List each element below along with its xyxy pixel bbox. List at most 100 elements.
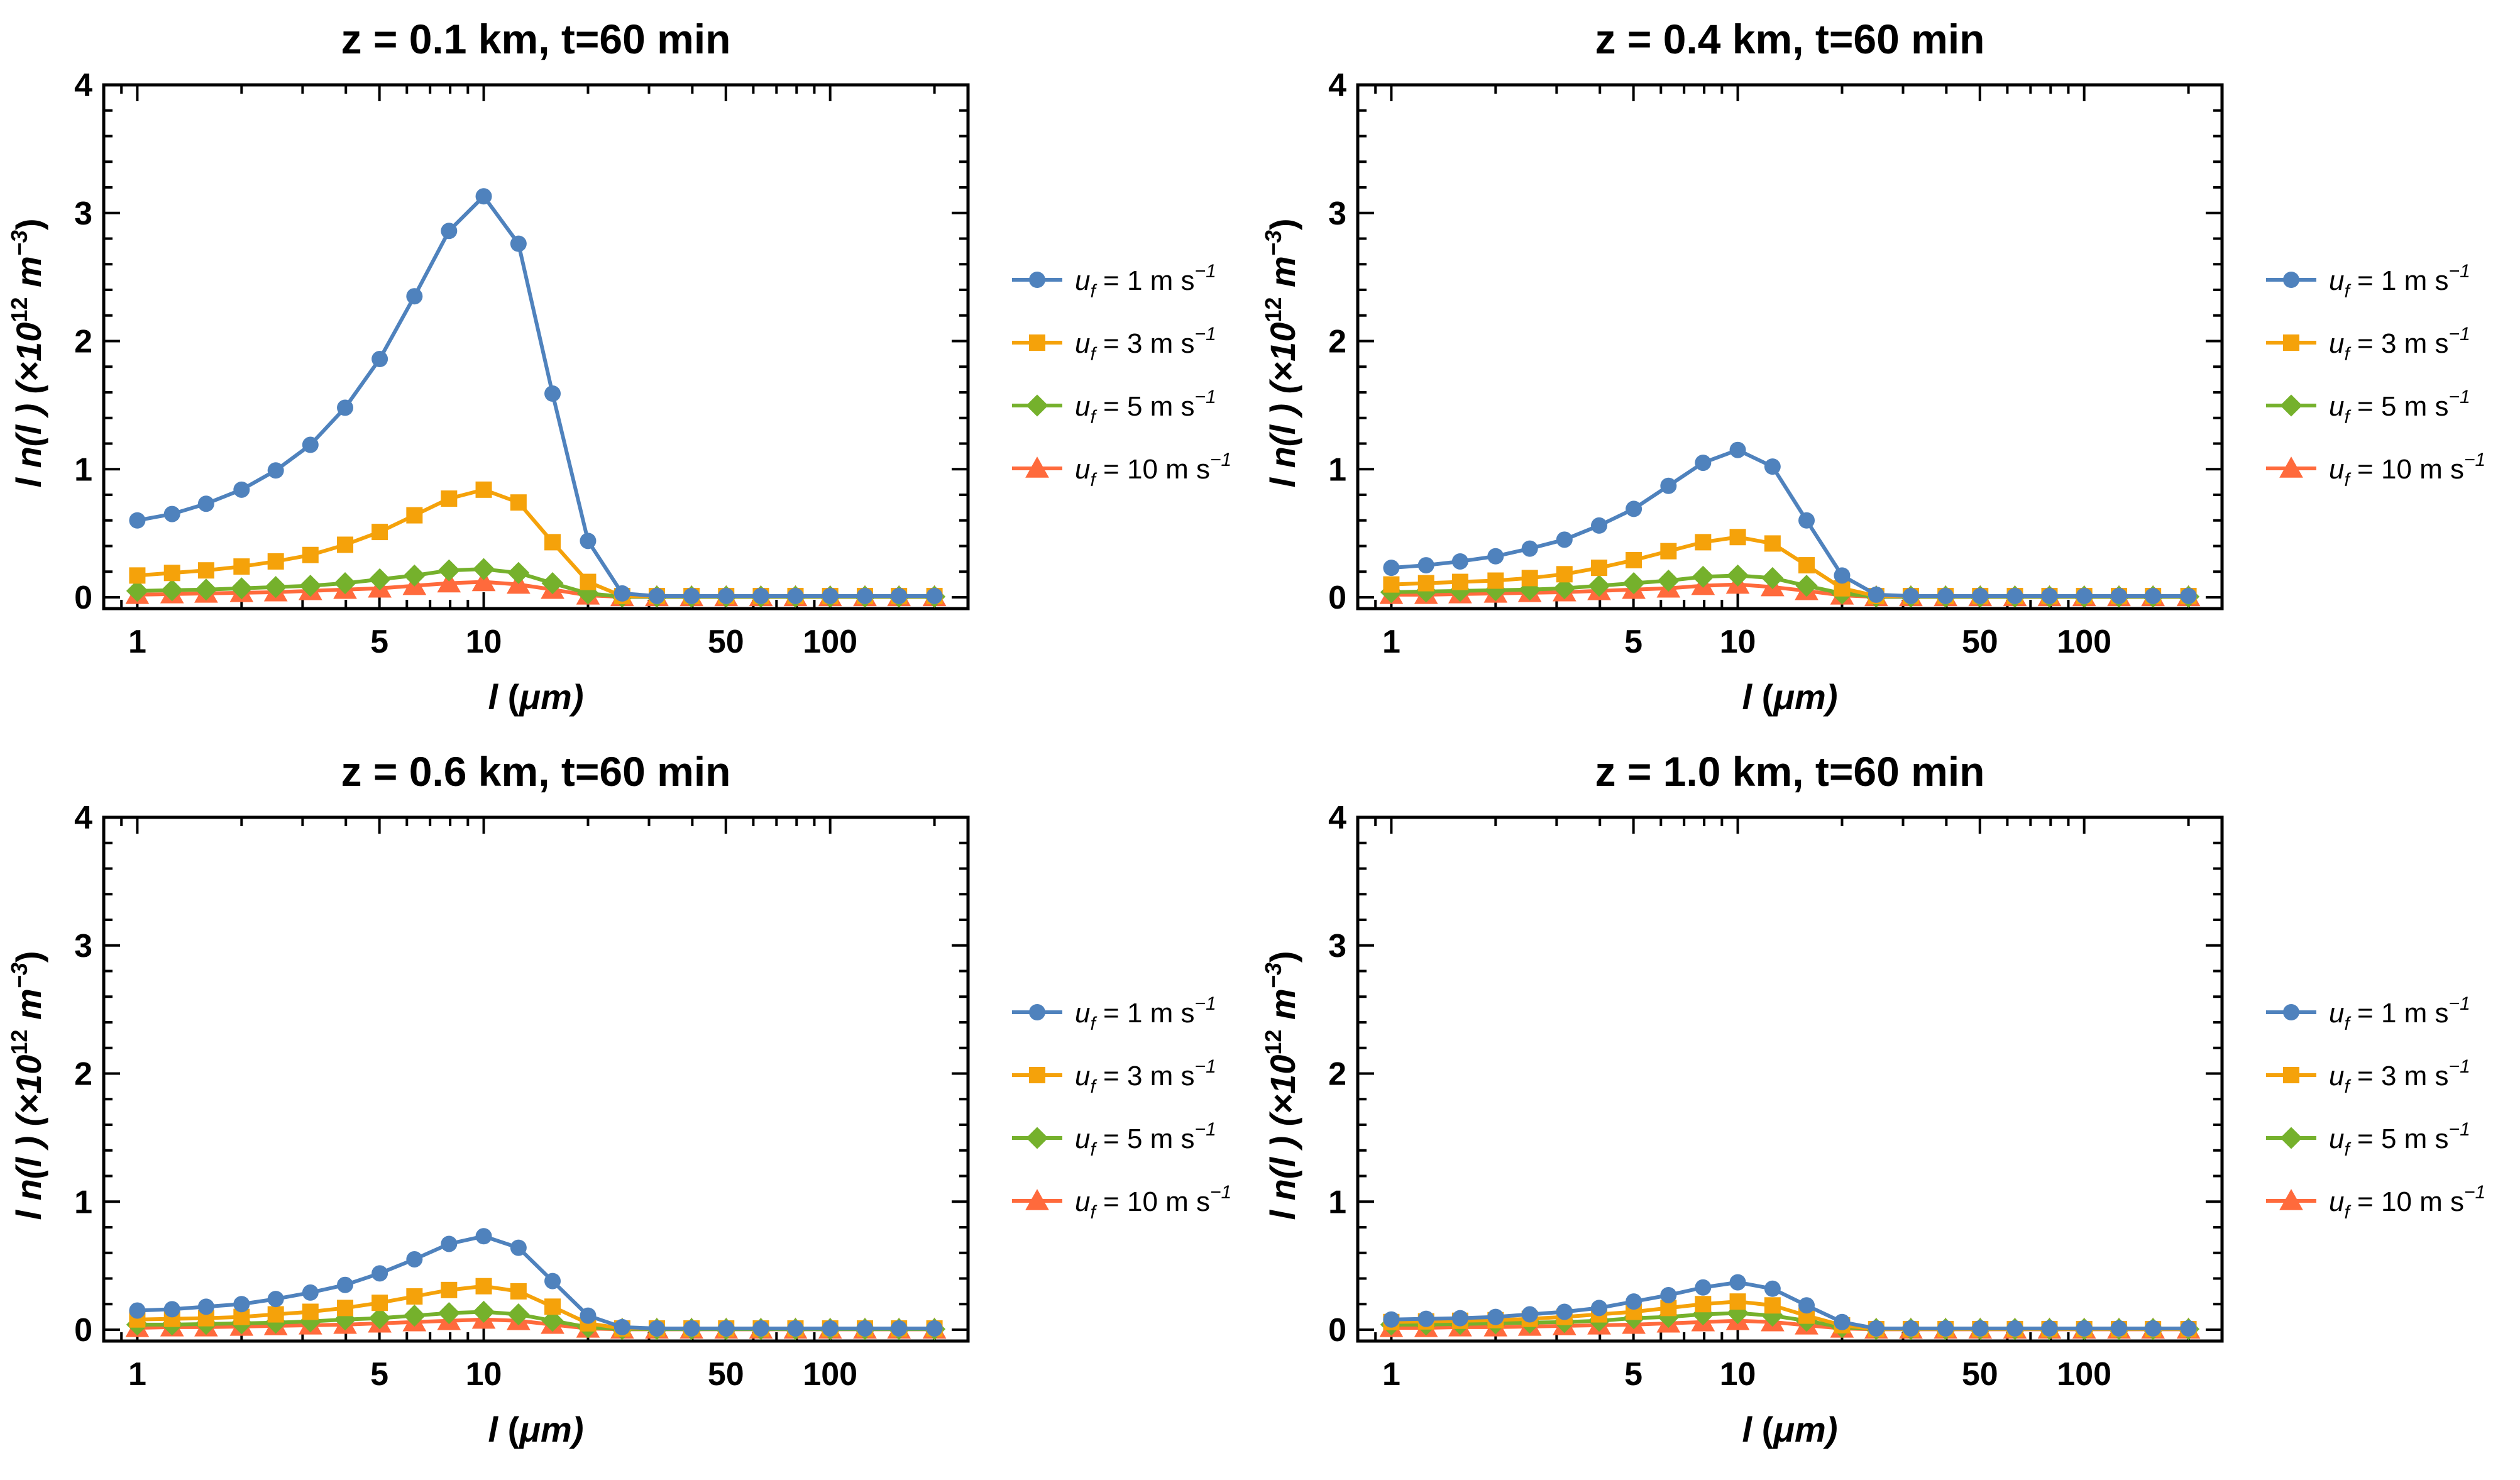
y-axis-label: l n(l ) (×1012 m−3) — [1260, 951, 1302, 1220]
data-point — [926, 587, 943, 604]
x-axis-label: l (μm) — [1742, 1410, 1837, 1449]
y-tick-label: 2 — [74, 1056, 92, 1093]
x-tick-label: 100 — [2057, 624, 2111, 660]
y-tick-label: 3 — [1328, 928, 1346, 964]
data-point — [406, 507, 423, 524]
data-point — [1726, 564, 1749, 587]
data-point — [1451, 553, 1468, 570]
data-point — [267, 1306, 284, 1323]
legend-marker — [2279, 456, 2303, 478]
data-point — [1937, 1320, 1954, 1337]
data-point — [2076, 1320, 2093, 1337]
data-point — [1695, 534, 1712, 551]
x-tick-label: 50 — [708, 1356, 744, 1393]
y-tick-label: 0 — [1328, 1312, 1346, 1349]
data-point — [752, 587, 769, 604]
data-point — [2041, 1320, 2058, 1337]
data-point — [1556, 1303, 1573, 1320]
data-point — [1798, 557, 1815, 574]
data-point — [613, 585, 630, 602]
data-point — [475, 1278, 492, 1295]
legend-label: uf = 10 m s−1 — [1075, 450, 1231, 490]
data-point — [1626, 551, 1642, 568]
data-point — [2041, 587, 2058, 604]
data-point — [510, 1283, 527, 1300]
data-point — [2006, 1320, 2023, 1337]
data-point — [822, 587, 839, 604]
data-point — [1417, 557, 1434, 574]
plot-frame — [102, 815, 970, 1343]
series-line — [136, 194, 935, 598]
series-1 — [1383, 441, 2197, 604]
data-point — [441, 1281, 458, 1298]
x-tick-label: 5 — [370, 1356, 388, 1393]
data-point — [437, 1301, 460, 1325]
chart-title: z = 1.0 km, t=60 min — [1595, 748, 1985, 795]
data-point — [1383, 560, 1400, 577]
data-point — [299, 1310, 322, 1333]
data-point — [1729, 441, 1746, 458]
legend-marker — [2280, 394, 2303, 417]
data-point — [299, 575, 322, 597]
x-tick-label: 1 — [1382, 624, 1400, 660]
data-point — [683, 1320, 700, 1337]
data-point — [1521, 570, 1538, 587]
data-point — [265, 576, 287, 599]
data-point — [403, 1305, 426, 1327]
plot-frame — [1356, 83, 2224, 610]
data-point — [2180, 587, 2197, 604]
data-point — [1417, 1310, 1434, 1327]
y-tick-label: 1 — [1328, 451, 1346, 488]
data-point — [403, 564, 426, 587]
data-point — [437, 571, 461, 593]
legend-item: uf = 3 m s−1 — [1012, 1056, 1216, 1097]
data-point — [337, 536, 354, 553]
legend-item: uf = 10 m s−1 — [1012, 450, 1231, 490]
data-point — [1764, 535, 1781, 552]
data-point — [1451, 1310, 1468, 1327]
y-tick-label: 3 — [1328, 196, 1346, 232]
legend-label: uf = 1 m s−1 — [1075, 261, 1216, 302]
series-1 — [129, 188, 943, 604]
data-point — [1902, 587, 1919, 604]
legend: uf = 1 m s−1 uf = 3 m s−1 uf = 5 m s−1 uf =… — [2266, 993, 2485, 1223]
data-point — [1487, 1308, 1504, 1325]
x-tick-label: 10 — [1720, 1356, 1756, 1393]
data-point — [1902, 1320, 1919, 1337]
data-point — [1588, 575, 1610, 597]
data-point — [302, 1303, 319, 1320]
data-point — [1487, 548, 1504, 565]
data-point — [1519, 578, 1541, 601]
data-point — [1937, 587, 1954, 604]
data-point — [441, 1235, 458, 1252]
legend-item: uf = 1 m s−1 — [1012, 993, 1216, 1034]
y-tick-label: 4 — [1328, 67, 1346, 104]
y-axis-label: l n(l ) (×1012 m−3) — [6, 951, 48, 1220]
legend-item: uf = 1 m s−1 — [1012, 261, 1216, 302]
data-point — [1692, 565, 1714, 588]
data-point — [1626, 500, 1642, 517]
data-point — [891, 587, 908, 604]
y-tick-label: 3 — [74, 928, 92, 964]
y-tick-label: 2 — [1328, 1056, 1346, 1093]
data-point — [163, 1301, 180, 1318]
legend-item: uf = 10 m s−1 — [2266, 450, 2485, 490]
y-tick-label: 3 — [74, 196, 92, 232]
data-point — [265, 1312, 287, 1334]
legend-marker — [1029, 334, 1045, 351]
data-point — [475, 481, 492, 498]
data-point — [129, 1302, 146, 1319]
data-point — [544, 385, 561, 402]
data-point — [891, 1320, 908, 1337]
data-point — [471, 570, 496, 592]
data-point — [1764, 458, 1781, 475]
legend-item: uf = 3 m s−1 — [2266, 324, 2470, 365]
data-point — [856, 587, 873, 604]
data-point — [267, 462, 284, 479]
legend-marker — [1025, 456, 1049, 478]
data-point — [1521, 1306, 1538, 1323]
data-point — [856, 1320, 873, 1337]
